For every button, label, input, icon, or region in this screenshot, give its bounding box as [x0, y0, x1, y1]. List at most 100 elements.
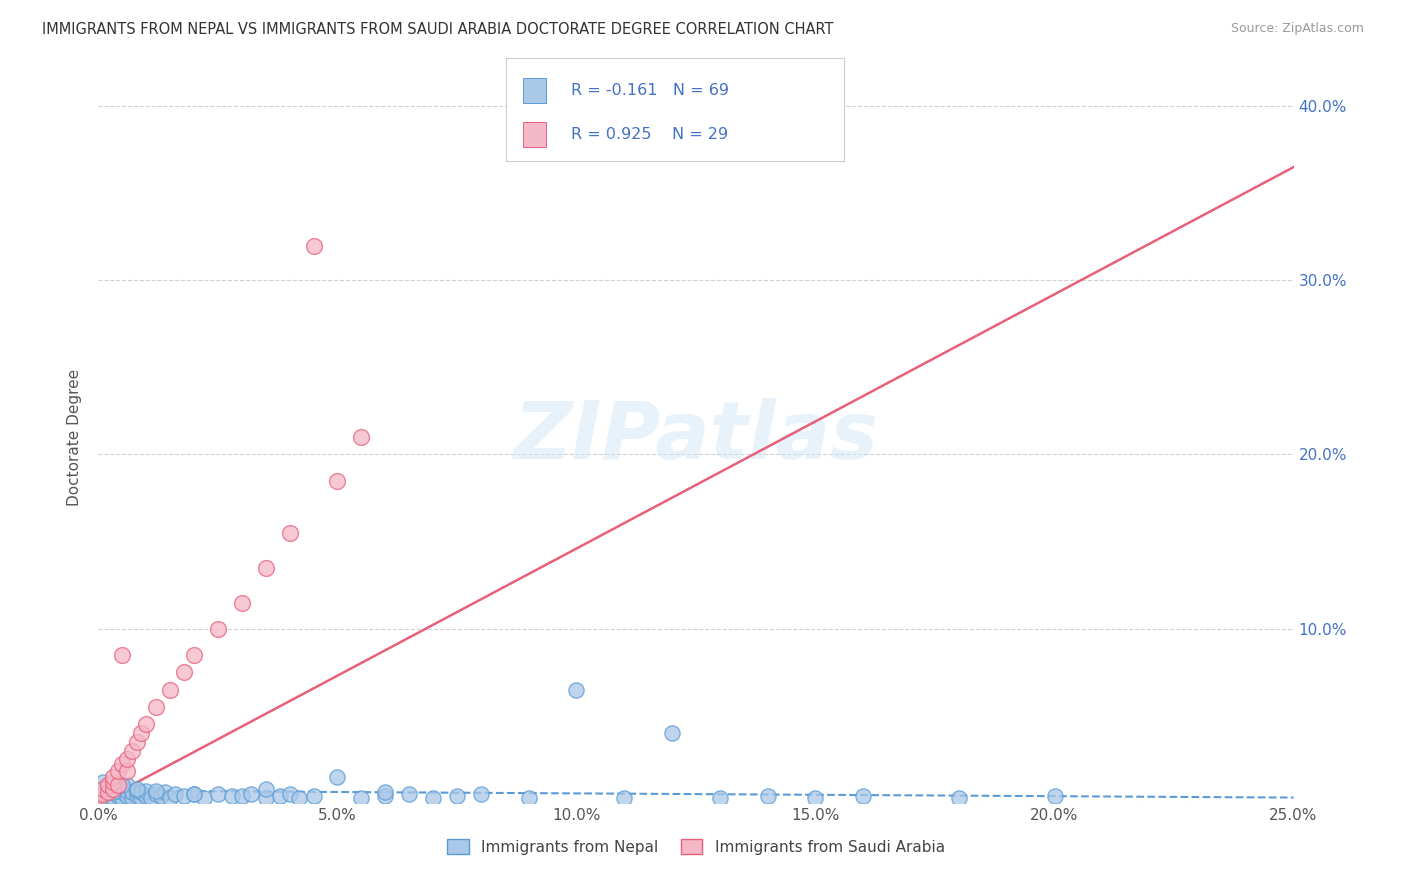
Point [101, 785, 124, 799]
Point [107, 764, 129, 779]
Point [91, 781, 114, 796]
Point [254, 790, 277, 805]
Point [107, 778, 129, 792]
Text: IMMIGRANTS FROM NEPAL VS IMMIGRANTS FROM SAUDI ARABIA DOCTORATE DEGREE CORRELATI: IMMIGRANTS FROM NEPAL VS IMMIGRANTS FROM… [42, 22, 834, 37]
Point [107, 777, 129, 791]
Point [804, 790, 827, 805]
Point [135, 789, 157, 803]
Point [111, 790, 134, 805]
Point [87, 789, 110, 803]
Text: Source: ZipAtlas.com: Source: ZipAtlas.com [1230, 22, 1364, 36]
Point [613, 790, 636, 805]
Point [207, 787, 229, 801]
Point [326, 474, 349, 488]
Point [374, 789, 396, 803]
Point [139, 790, 162, 805]
Point [470, 787, 492, 801]
Point [302, 789, 325, 803]
Point [159, 682, 181, 697]
Point [125, 789, 148, 803]
Point [101, 790, 124, 805]
Point [254, 560, 277, 574]
Point [207, 622, 229, 636]
Point [163, 787, 186, 801]
Point [121, 743, 143, 757]
Point [97, 785, 120, 799]
Point [97, 783, 120, 797]
Point [145, 783, 167, 797]
Point [111, 780, 134, 794]
Point [1043, 789, 1066, 803]
Point [131, 790, 153, 805]
Point [135, 717, 157, 731]
Point [107, 783, 129, 797]
Point [111, 648, 134, 662]
Point [231, 789, 253, 803]
Point [240, 787, 263, 801]
Point [97, 781, 120, 796]
Point [125, 783, 148, 797]
Point [115, 789, 138, 803]
Point [269, 789, 291, 803]
Point [121, 790, 143, 805]
Point [852, 789, 875, 803]
Point [422, 790, 444, 805]
Text: R = 0.925    N = 29: R = 0.925 N = 29 [571, 128, 728, 142]
Point [948, 790, 970, 805]
Point [398, 787, 420, 801]
Y-axis label: Doctorate Degree: Doctorate Degree [67, 368, 83, 506]
Point [145, 700, 167, 714]
Point [91, 781, 114, 796]
Point [91, 775, 114, 789]
Text: ZIPatlas: ZIPatlas [513, 398, 879, 476]
Point [149, 789, 172, 803]
Point [159, 790, 181, 805]
Point [111, 778, 134, 792]
Point [221, 789, 243, 803]
Point [125, 781, 148, 796]
Point [131, 726, 153, 740]
Point [517, 790, 540, 805]
Point [155, 785, 177, 799]
Point [661, 726, 683, 740]
Point [302, 238, 325, 252]
Point [115, 764, 138, 779]
Point [183, 787, 205, 801]
Point [193, 790, 215, 805]
Text: R = -0.161   N = 69: R = -0.161 N = 69 [571, 83, 728, 97]
Point [374, 785, 396, 799]
Point [101, 780, 124, 794]
Point [91, 787, 114, 801]
Point [107, 789, 129, 803]
Point [350, 430, 373, 444]
Point [278, 787, 301, 801]
Point [115, 778, 138, 792]
Point [350, 790, 373, 805]
Point [115, 783, 138, 797]
Point [709, 790, 731, 805]
Point [97, 778, 120, 792]
Point [97, 778, 120, 792]
Point [183, 648, 205, 662]
Point [111, 757, 134, 772]
Point [326, 770, 349, 784]
Legend: Immigrants from Nepal, Immigrants from Saudi Arabia: Immigrants from Nepal, Immigrants from S… [441, 833, 950, 861]
Point [446, 789, 468, 803]
Point [101, 770, 124, 784]
Point [111, 785, 134, 799]
Point [131, 785, 153, 799]
Point [101, 775, 124, 789]
Point [173, 789, 195, 803]
Point [101, 781, 124, 796]
Point [101, 785, 124, 799]
Point [254, 781, 277, 796]
Point [756, 789, 779, 803]
Point [115, 752, 138, 766]
Point [173, 665, 195, 680]
Point [135, 783, 157, 797]
Point [231, 595, 253, 609]
Point [183, 787, 205, 801]
Point [278, 525, 301, 540]
Point [565, 682, 588, 697]
Point [145, 787, 167, 801]
